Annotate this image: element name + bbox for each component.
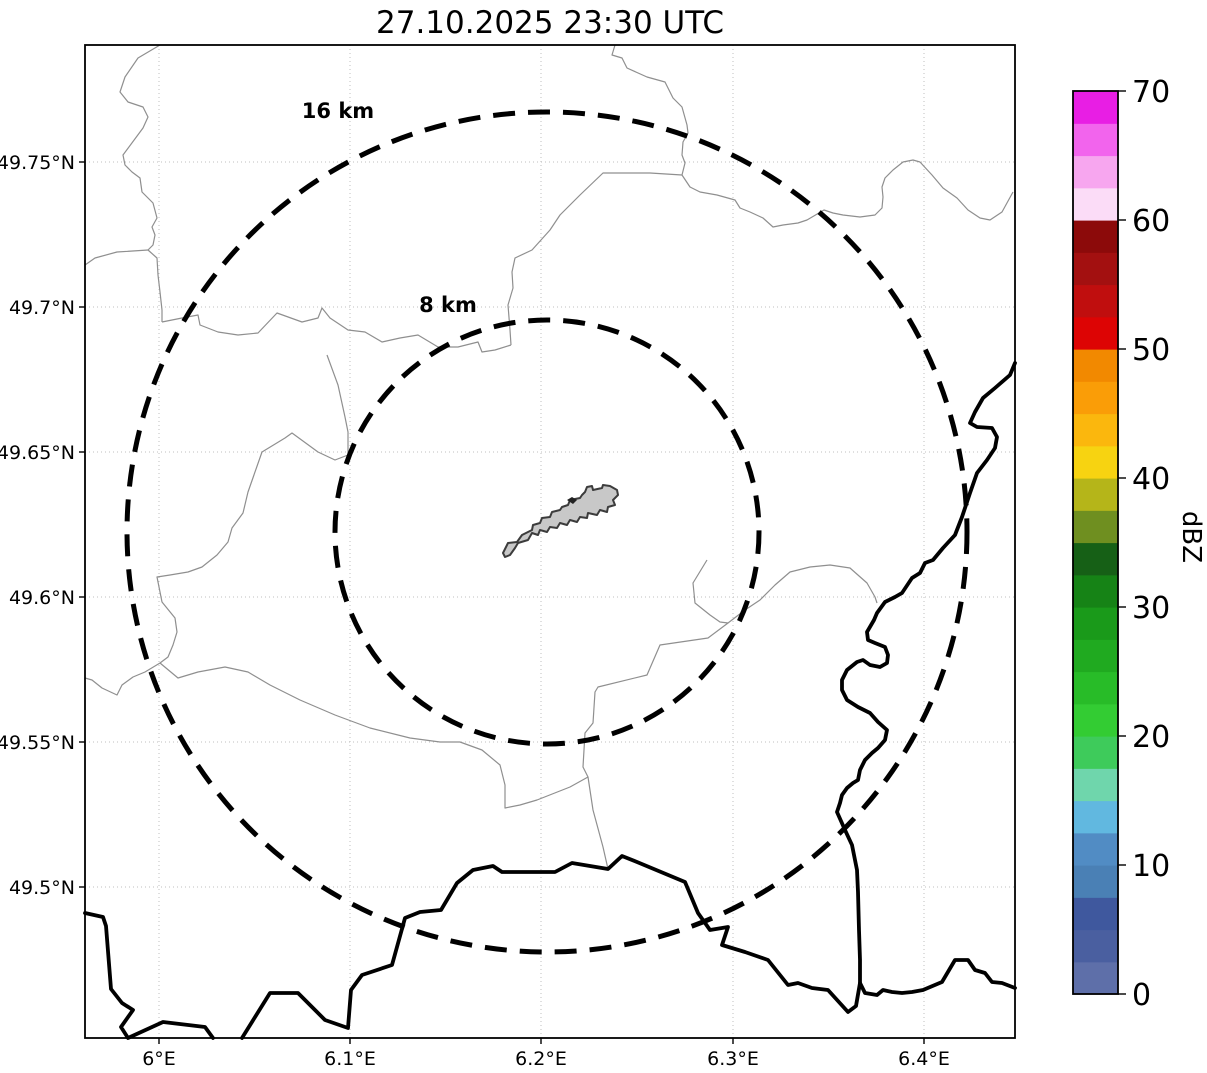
colorbar-cell xyxy=(1073,91,1118,124)
x-tick-label: 6.4°E xyxy=(898,1048,950,1070)
colorbar-tick-label: 20 xyxy=(1132,720,1170,755)
y-tick-label: 49.6°N xyxy=(9,587,75,609)
municipal-border-line xyxy=(582,559,729,870)
colorbar-tick-label: 10 xyxy=(1132,849,1170,884)
colorbar-cell xyxy=(1073,800,1118,834)
airport-detail-mark xyxy=(567,497,577,504)
municipal-border-line xyxy=(119,44,163,322)
colorbar-cell xyxy=(1073,574,1118,608)
colorbar-cell xyxy=(1073,252,1118,286)
colorbar-axis-label: dBZ xyxy=(1176,511,1206,563)
range-ring-label: 16 km xyxy=(302,99,374,123)
national-border-line xyxy=(83,854,1017,1040)
generated-layers: 6°E 6.1°E 6.2°E 6.3°E 6.4°E 49.75°N 49.7°N 49.6… xyxy=(0,44,1170,1070)
colorbar-cell xyxy=(1073,736,1118,769)
x-tick-label: 6°E xyxy=(142,1048,176,1070)
colorbar-tick-label: 0 xyxy=(1132,978,1151,1013)
colorbar-frame xyxy=(1072,90,1119,995)
y-tick-label: 49.7°N xyxy=(9,297,75,319)
municipal-border-line xyxy=(611,44,1014,228)
colorbar-cell xyxy=(1073,865,1118,898)
y-tick-label: 49.55°N xyxy=(0,732,75,754)
range-ring xyxy=(124,109,970,955)
plot-title: 27.10.2025 23:30 UTC xyxy=(376,5,724,41)
colorbar-cell xyxy=(1073,123,1118,157)
colorbar-tick-label: 40 xyxy=(1132,462,1170,497)
colorbar-cell xyxy=(1073,349,1118,382)
colorbar-cell xyxy=(1073,832,1118,866)
colorbar-cell xyxy=(1073,671,1118,705)
colorbar-cell xyxy=(1073,220,1118,253)
x-tick-label: 6.1°E xyxy=(324,1048,376,1070)
municipal-border-line xyxy=(161,307,512,353)
municipal-border-line xyxy=(84,249,149,266)
colorbar-tick-label: 60 xyxy=(1132,204,1170,239)
range-ring xyxy=(332,317,762,747)
municipal-border-line xyxy=(159,662,589,809)
y-tick-label: 49.5°N xyxy=(9,877,75,899)
x-tick-label: 6.3°E xyxy=(707,1048,759,1070)
municipal-border-line xyxy=(507,172,683,346)
y-tick-label: 49.75°N xyxy=(0,152,75,174)
national-border-line xyxy=(835,361,1017,985)
colorbar-cell xyxy=(1073,897,1118,931)
colorbar-cell xyxy=(1073,961,1118,995)
colorbar-cell xyxy=(1073,284,1118,318)
municipal-border-line xyxy=(84,354,349,696)
colorbar-cell xyxy=(1073,542,1118,576)
colorbar-cell xyxy=(1073,607,1118,640)
airport-area-polygon xyxy=(502,484,619,558)
colorbar-cell xyxy=(1073,768,1118,802)
colorbar-tick-label: 50 xyxy=(1132,333,1170,368)
colorbar-cell xyxy=(1073,929,1118,963)
colorbar-cell xyxy=(1073,703,1118,737)
colorbar-cell xyxy=(1073,639,1118,673)
colorbar-cell xyxy=(1073,381,1118,415)
colorbar-tick-label: 30 xyxy=(1132,591,1170,626)
colorbar-cell xyxy=(1073,510,1118,544)
plot-frame xyxy=(84,44,1016,1039)
x-tick-label: 6.2°E xyxy=(515,1048,567,1070)
colorbar-cell xyxy=(1073,413,1118,447)
colorbar-cell xyxy=(1073,316,1118,350)
y-tick-label: 49.65°N xyxy=(0,442,75,464)
range-ring-label: 8 km xyxy=(419,293,477,317)
colorbar-cell xyxy=(1073,155,1118,189)
colorbar-cell xyxy=(1073,478,1118,511)
municipal-border-line xyxy=(727,564,878,624)
colorbar-tick-label: 70 xyxy=(1132,75,1170,110)
colorbar-cell xyxy=(1073,187,1118,221)
colorbar-cell xyxy=(1073,445,1118,479)
